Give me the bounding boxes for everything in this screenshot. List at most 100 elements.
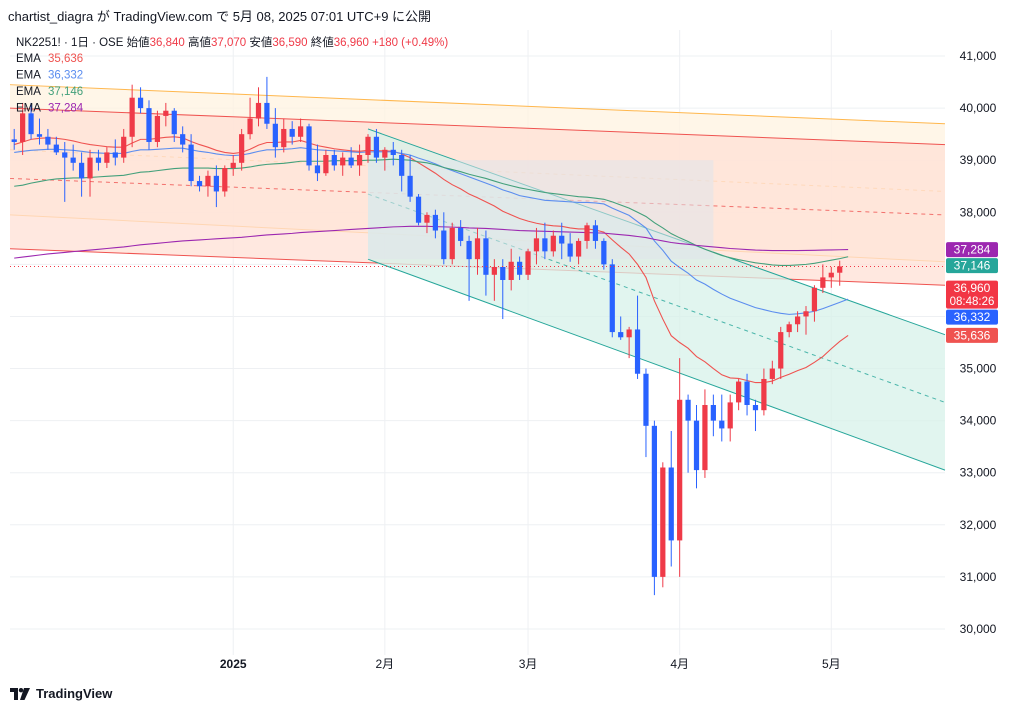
candle [390, 141, 396, 166]
candle [188, 134, 194, 187]
candle-body [584, 225, 590, 241]
candle-body [736, 381, 742, 403]
candle-body [382, 149, 388, 158]
candle-body [837, 266, 843, 273]
candle-body [306, 126, 312, 166]
candle-body [188, 144, 194, 182]
x-tick-label: 5月 [822, 657, 841, 671]
candle [567, 233, 573, 262]
candle [45, 128, 51, 150]
candle-body [601, 240, 607, 265]
candle-body [340, 157, 346, 166]
candle [483, 230, 489, 296]
candle-body [575, 240, 582, 257]
candle [230, 155, 236, 176]
tradingview-logo-icon [10, 687, 30, 700]
y-tick-label: 32,000 [960, 518, 997, 532]
candle [323, 149, 329, 176]
candle [163, 102, 169, 127]
candle [761, 368, 767, 416]
price-label-box [946, 327, 998, 343]
candle-body [794, 316, 801, 325]
candle [702, 389, 708, 478]
candle [36, 118, 43, 145]
candle [584, 222, 590, 249]
price-label-value: 36,332 [954, 310, 991, 324]
candle-body [314, 165, 321, 174]
candle [820, 264, 826, 294]
candle [382, 147, 388, 171]
candle [289, 121, 295, 145]
y-tick-label: 39,000 [960, 153, 997, 167]
candle [20, 102, 26, 155]
price-label-countdown: 08:48:26 [950, 296, 995, 308]
candle-body [761, 378, 767, 411]
price-label-value: 37,284 [954, 243, 991, 257]
ema-legend-value: 36,332 [48, 70, 83, 82]
candle-body [677, 399, 683, 541]
down-band-mid [367, 193, 946, 403]
candle-body [137, 97, 144, 109]
tradingview-brand[interactable]: TradingView [10, 686, 112, 701]
ema-legend-label: EMA [16, 103, 41, 115]
candle-body [121, 136, 127, 158]
candle [432, 209, 438, 239]
candle-body [373, 136, 380, 158]
ema-line-4 [14, 225, 849, 259]
candle-body [424, 214, 430, 223]
price-label-tag: 35,636 [946, 327, 998, 343]
candle [399, 149, 405, 192]
candle-body [163, 110, 169, 116]
candle-body [399, 155, 405, 176]
candle-body [474, 238, 481, 260]
y-tick-label: 34,000 [960, 414, 997, 428]
ema-legend-value: 35,636 [48, 53, 83, 65]
candle [660, 462, 666, 588]
candle [281, 118, 287, 153]
candle-body [222, 168, 228, 192]
candle-body [542, 238, 548, 252]
candle [601, 238, 607, 270]
candle [786, 321, 792, 338]
candle [415, 194, 422, 226]
candle-body [415, 196, 422, 223]
candle [70, 144, 76, 171]
candle-body [651, 425, 658, 577]
price-label-value: 37,146 [954, 259, 991, 273]
candle [719, 394, 725, 442]
y-tick-label: 40,000 [960, 101, 997, 115]
candle-body [491, 266, 497, 275]
candle [744, 373, 750, 416]
candle [78, 152, 85, 197]
candle [618, 316, 624, 340]
candle [62, 141, 68, 202]
candle [550, 230, 556, 257]
candle [205, 170, 211, 197]
candle-body [180, 134, 186, 145]
candle-body [567, 243, 573, 257]
candle-body [356, 155, 363, 166]
candle [306, 123, 312, 171]
ema-lines [14, 136, 849, 384]
x-tick-label: 4月 [670, 657, 689, 671]
candle-body [811, 287, 818, 312]
candle [314, 144, 321, 182]
x-tick-label: 2025 [220, 657, 247, 671]
ema-legend-row: EMA 36,332 [16, 70, 83, 82]
candle [171, 108, 177, 142]
candle-body [28, 113, 34, 135]
candle-body [154, 115, 161, 142]
ema-legend-label: EMA [16, 86, 41, 98]
candle-body [230, 162, 236, 169]
candle-body [70, 157, 76, 163]
candle [542, 222, 548, 260]
candle [95, 149, 102, 171]
candle-body [146, 108, 152, 142]
candle-body [693, 420, 700, 471]
candle-body [289, 128, 295, 137]
candle-body [36, 134, 43, 137]
candle-body [348, 157, 354, 166]
candle [668, 431, 674, 567]
